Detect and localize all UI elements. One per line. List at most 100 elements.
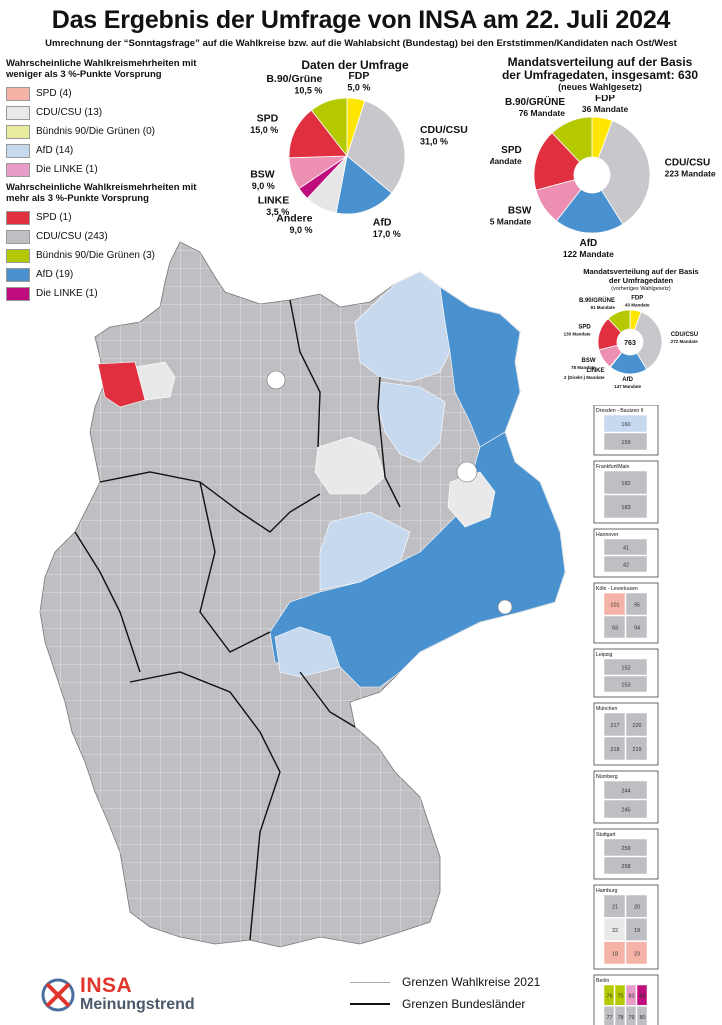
inset-district-number: 153: [621, 683, 630, 689]
survey-pie-label: B.90/Grüne 10,5 %: [266, 73, 322, 96]
inset-district: [603, 736, 626, 761]
inset-stuttgart: Stuttgart 259 258: [593, 828, 659, 880]
inset-district-number: 42: [623, 563, 629, 569]
legend-state-borders: Grenzen Bundesländer: [350, 997, 525, 1011]
inset-k-ln-leverkusen: Köln - Leverkusen 101 95 93 94: [593, 582, 659, 644]
inset-district-number: 23: [634, 951, 640, 957]
inset-district: [603, 1006, 615, 1025]
legend-strong-heading: Wahrscheinliche Wahlkreismehrheiten mit …: [6, 182, 197, 204]
inset-district: [603, 838, 648, 857]
inset-district-number: 259: [621, 846, 630, 852]
inset-district-number: 244: [621, 789, 630, 795]
seats-old-pie-label: B.90/GRÜNE 91 Mandate: [579, 297, 616, 310]
legend-strong-label: SPD (1): [36, 212, 72, 223]
inset-district-number: 94: [634, 626, 640, 632]
seats-old-pie-label: FDP 43 Mandate: [625, 296, 650, 308]
seats-new-pie-label: B.90/GRÜNE 76 Mandate: [505, 95, 565, 118]
inset-district: [603, 918, 626, 941]
inset-title: Nürnberg: [596, 774, 618, 780]
survey-pie-slice-cdu-csu: [346, 100, 406, 194]
seats-new-pie-slice-afd: [555, 188, 624, 234]
inset-district-number: 95: [634, 603, 640, 609]
inset-district: [603, 592, 626, 616]
region-spd-strong-ostfriesland: [97, 361, 146, 408]
inset-district-number: 76: [606, 994, 612, 1000]
inset-district: [614, 1006, 626, 1025]
legend-weak-swatch: [6, 143, 30, 158]
legend-strong-item: Die LINKE (1): [6, 284, 221, 303]
inset-hannover: Hannover 41 42: [593, 528, 659, 578]
seats-old-pie-label: AfD 147 Mandate: [614, 377, 642, 389]
city-hamburg: [266, 370, 286, 390]
inset-district: [603, 984, 615, 1006]
legend-weak-majorities: Wahrscheinliche Wahlkreismehrheiten mit …: [6, 58, 221, 179]
state-borders: [74, 299, 401, 941]
inset-district-number: 77: [606, 1015, 612, 1021]
legend-strong-label: CDU/CSU (243): [36, 231, 108, 242]
inset-title: Frankfurt/Main: [596, 464, 630, 470]
inset-title: Hamburg: [596, 888, 617, 894]
survey-pie-slice-afd: [335, 155, 393, 215]
inset-district-number: 182: [621, 481, 630, 487]
inset-district-number: 80: [639, 1015, 645, 1021]
inset-berlin: Berlin767583847778798081828586: [593, 974, 659, 1025]
inset-district: [625, 615, 648, 639]
seats-new-pie-label: AfD 122 Mandate: [563, 238, 614, 259]
inset-n-rnberg: Nürnberg 244 245: [593, 770, 659, 824]
inset-m-nchen: München 217 220 218 219: [593, 702, 659, 766]
seats-new-pie-slice-cdu-csu: [597, 120, 651, 225]
legend-weak-swatch: [6, 162, 30, 177]
legend-strong-swatch: [6, 229, 30, 244]
inset-district: [603, 894, 626, 918]
legend-weak-heading: Wahrscheinliche Wahlkreismehrheiten mit …: [6, 58, 197, 80]
seats-new-pie-label: SPD108 Mandate: [490, 145, 522, 166]
legend-weak-label: CDU/CSU (13): [36, 107, 103, 118]
inset-district-number: 83: [628, 994, 634, 1000]
legend-weak-item: Die LINKE (1): [6, 160, 221, 179]
survey-pie-slice-spd: [288, 109, 348, 159]
inset-district-number: 21: [612, 905, 618, 911]
survey-pie-label: SPD 15,0 %: [250, 113, 278, 136]
legend-weak-swatch: [6, 86, 30, 101]
inset-district: [625, 712, 648, 737]
inset-district: [625, 736, 648, 761]
region-afd-light-brandenburg: [377, 381, 446, 463]
seats-new-pie-chart: FDP 36 Mandate CDU/CSU 223 Mandate AfD 122 Ma…: [490, 95, 716, 259]
legend-strong-item: Bündnis 90/Die Grünen (3): [6, 246, 221, 265]
survey-pie-label: BSW 9,0 %: [250, 168, 275, 191]
seats-new-title: Mandatsverteilung auf der Basis der Umfr…: [478, 56, 722, 93]
survey-pie-slice-b-90-gr-ne: [310, 97, 348, 158]
inset-district-number: 41: [623, 546, 629, 552]
page-title: Das Ergebnis der Umfrage von INSA am 22.…: [51, 6, 671, 34]
region-afd-light-sachsen-anhalt: [319, 511, 411, 591]
seats-new-title-line1: Mandatsverteilung auf der Basis: [507, 55, 693, 69]
city-insets: Dresden - Bautzen II 160 159 Frankfurt/Main…: [593, 405, 659, 1025]
inset-district-number: 78: [617, 1015, 623, 1021]
inset-district-number: 19: [634, 928, 640, 934]
inset-district-number: 159: [621, 440, 630, 446]
inset-district-number: 79: [628, 1015, 634, 1021]
legend-weak-item: SPD (4): [6, 84, 221, 103]
inset-district: [636, 1006, 648, 1025]
germany-constituency-map: [39, 241, 566, 948]
region-afd-light-mv: [354, 271, 451, 383]
inset-district: [603, 658, 648, 676]
inset-leipzig: Leipzig 152 153: [593, 648, 659, 698]
legend-strong-item: CDU/CSU (243): [6, 227, 221, 246]
inset-dresden-bautzen-ii: Dresden - Bautzen II 160 159: [593, 405, 659, 456]
inset-district: [603, 494, 648, 519]
legend-strong-swatch: [6, 210, 30, 225]
survey-pie-chart: FDP 5,0 % CDU/CSU 31,0 % AfD 17,0 % Andere 9,0 …: [250, 70, 468, 239]
insa-logo-bottom: Meinungstrend: [80, 996, 195, 1013]
legend-weak-item: AfD (14): [6, 141, 221, 160]
seats-new-pie-label: BSW65 Mandate: [490, 206, 532, 227]
seats-old-title-line2: der Umfragedaten: [608, 275, 674, 285]
insa-logo-top: INSA: [80, 974, 133, 997]
inset-district-number: 152: [621, 666, 630, 672]
inset-district-number: 258: [621, 864, 630, 870]
inset-district: [603, 675, 648, 693]
seats-old-pie-slice-b-90-gr-ne: [607, 309, 631, 334]
legend-weak-swatch: [6, 105, 30, 120]
seats-old-title-line1: Mandatsverteilung auf der Basis: [583, 267, 699, 276]
seats-old-total: 763: [624, 340, 636, 347]
